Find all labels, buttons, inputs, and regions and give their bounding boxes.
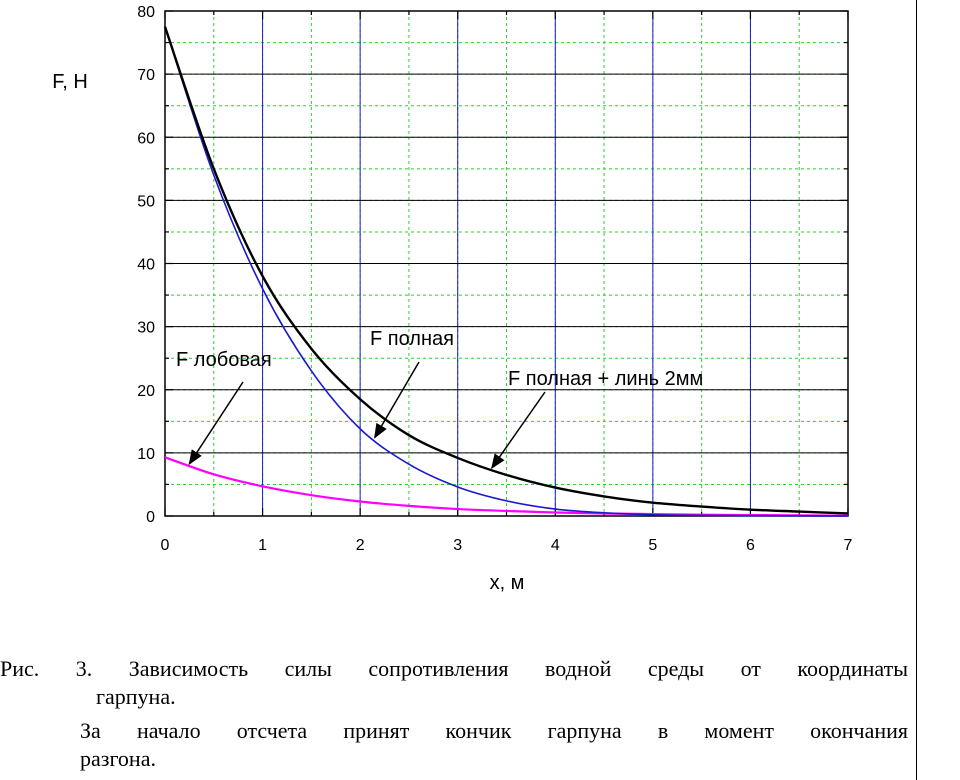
x-tick-label: 4 (551, 537, 560, 554)
y-tick-label: 20 (137, 383, 155, 400)
y-tick-label: 70 (137, 67, 155, 84)
x-tick-label: 5 (648, 537, 657, 554)
x-tick-label: 3 (453, 537, 462, 554)
x-tick-label: 7 (844, 537, 853, 554)
series-line-3 (163, 26, 849, 515)
annotation-arrow-2 (374, 361, 420, 439)
y-tick-label: 50 (137, 193, 155, 210)
y-tick-label: 40 (137, 257, 155, 274)
page-border-line (916, 0, 917, 780)
annotation-label-1: F лобовая (176, 349, 272, 371)
figure-caption: Рис. 3. Зависимость силы сопротивления в… (0, 655, 908, 773)
caption-line-3: За начало отсчета принят кончик гарпуна … (80, 718, 908, 743)
caption-line-4: разгона. (80, 746, 156, 771)
y-tick-label: 10 (137, 446, 155, 463)
annotation-label-2: F полная (370, 328, 454, 350)
annotation-label-3: F полная + линь 2мм (508, 368, 703, 390)
y-axis-label: F, H (52, 71, 88, 93)
caption-line-1: Рис. 3. Зависимость силы сопротивления в… (0, 656, 908, 681)
y-tick-label: 0 (146, 509, 155, 526)
annotation-arrow-1 (188, 381, 244, 466)
x-tick-label: 1 (258, 537, 267, 554)
caption-line-2: гарпуна. (96, 684, 176, 709)
x-tick-label: 2 (356, 537, 365, 554)
y-tick-label: 60 (137, 130, 155, 147)
x-tick-label: 6 (746, 537, 755, 554)
y-tick-label: 80 (137, 4, 155, 21)
x-axis-label: x, м (490, 572, 525, 594)
y-tick-label: 30 (137, 320, 155, 337)
annotation-arrow-3 (491, 391, 546, 470)
series-line-2 (164, 26, 849, 517)
x-tick-label: 0 (161, 537, 170, 554)
